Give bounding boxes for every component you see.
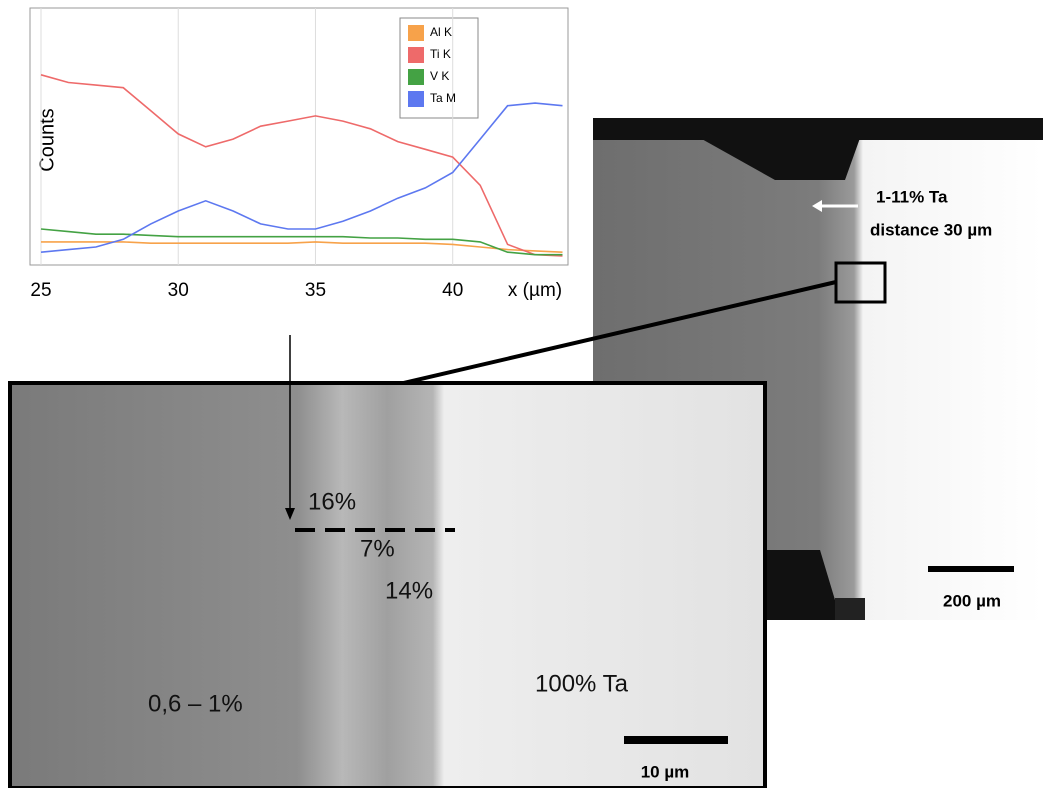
sem-detail: 16% 7% 14% 0,6 – 1% 100% Ta 10 µm [8,381,767,788]
x-tick-label: 40 [442,280,463,301]
zoom-connector [394,280,837,387]
x-tick-label: 25 [30,280,51,301]
legend-swatch [408,91,424,107]
detail-label: 100% Ta [535,670,629,697]
legend-label: Ta M [430,91,456,105]
profile-arrow-head [285,508,295,520]
line-chart: Counts x (µm) 25 30 35 40 Al K Ti K V K Ta M [29,7,569,301]
data-line [40,228,563,256]
overview-label: distance 30 µm [870,220,992,239]
detail-label: 14% [385,577,433,604]
scale-label: 200 µm [943,591,1001,610]
detail-label: 0,6 – 1% [148,690,243,717]
legend-label: V K [430,69,449,83]
detail-label: 7% [360,535,395,562]
plot-area [29,7,569,266]
legend-swatch [408,25,424,41]
x-tick-label: 30 [168,280,189,301]
overview-label: 1-11% Ta [876,187,948,206]
y-axis-label: Counts [36,108,58,171]
detail-label: 16% [308,488,356,515]
data-line [40,102,563,253]
scale-label: 10 µm [641,762,690,781]
legend-swatch [408,47,424,63]
legend-swatch [408,69,424,85]
legend-label: Al K [430,25,452,39]
x-axis-label: x (µm) [508,280,562,301]
x-tick-label: 35 [305,280,326,301]
data-line [41,241,563,253]
legend-label: Ti K [430,47,451,61]
data-line [40,74,563,257]
